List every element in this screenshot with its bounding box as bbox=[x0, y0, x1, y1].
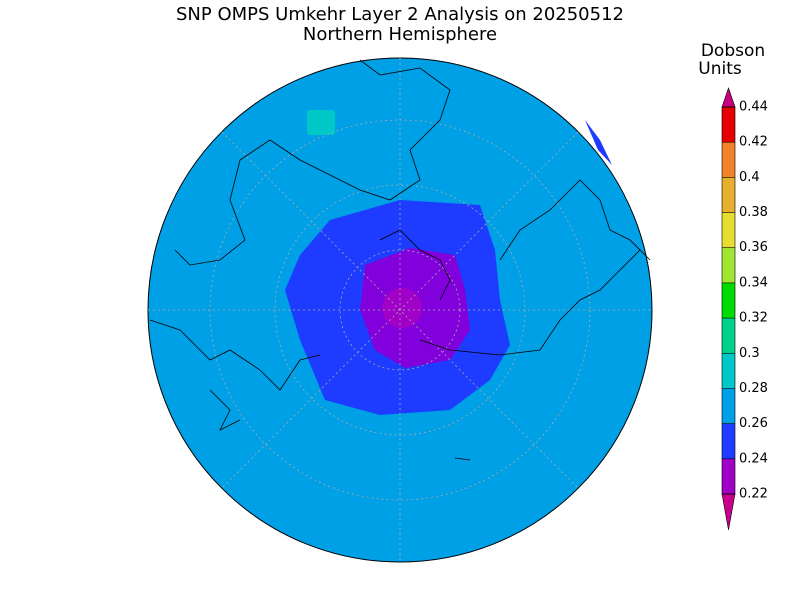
colorbar-band bbox=[722, 318, 735, 354]
colorbar-over bbox=[721, 87, 736, 108]
colorbar-band bbox=[722, 247, 735, 283]
colorbar-tick-label: 0.3 bbox=[739, 346, 760, 361]
colorbar-band bbox=[722, 107, 735, 143]
colorbar-tick-label: 0.32 bbox=[739, 311, 768, 326]
colorbar-band bbox=[722, 142, 735, 178]
colorbar: Dobson Units 0.22 0.24 0.26 0.28 0.3 0.32 0.34… bbox=[698, 41, 768, 531]
colorbar-tick-label: 0.22 bbox=[739, 487, 768, 502]
colorbar-tick-label: 0.42 bbox=[739, 135, 768, 150]
colorbar-tick-label: 0.4 bbox=[739, 170, 760, 185]
colorbar-label: Dobson bbox=[701, 41, 765, 61]
title: SNP OMPS Umkehr Layer 2 Analysis on 2025… bbox=[176, 4, 624, 25]
colorbar-band bbox=[722, 353, 735, 389]
colorbar-band bbox=[722, 423, 735, 459]
colorbar-tick-label: 0.26 bbox=[739, 416, 768, 431]
subtitle: Northern Hemisphere bbox=[303, 24, 497, 45]
high-patch bbox=[307, 110, 335, 135]
colorbar-band bbox=[722, 388, 735, 424]
colorbar-tick-label: 0.38 bbox=[739, 205, 768, 220]
colorbar-band bbox=[722, 177, 735, 213]
minimum-core bbox=[382, 288, 422, 328]
low-region bbox=[585, 120, 612, 165]
colorbar-under bbox=[721, 493, 736, 531]
colorbar-tick-label: 0.44 bbox=[739, 100, 768, 115]
coastlines bbox=[149, 59, 651, 461]
colorbar-tick-label: 0.24 bbox=[739, 451, 768, 466]
map bbox=[147, 57, 653, 563]
colorbar-tick-label: 0.28 bbox=[739, 381, 768, 396]
colorbar-label: Units bbox=[698, 59, 742, 79]
graticule bbox=[148, 58, 652, 562]
colorbar-band bbox=[722, 458, 735, 494]
colorbar-tick-label: 0.34 bbox=[739, 275, 768, 290]
colorbar-band bbox=[722, 282, 735, 319]
colorbar-band bbox=[722, 212, 735, 248]
colorbar-tick-label: 0.36 bbox=[739, 240, 768, 255]
